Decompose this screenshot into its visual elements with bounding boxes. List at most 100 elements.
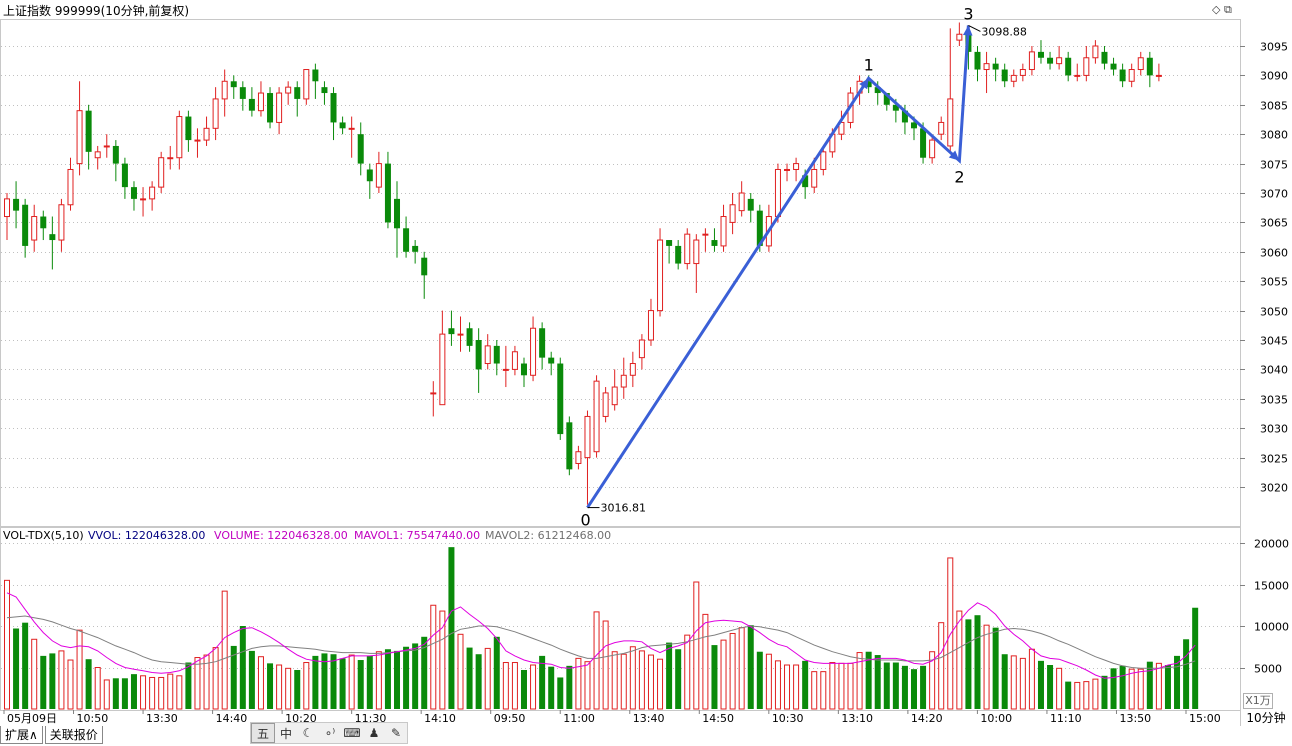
candle-body-up [4,198,10,218]
volume-bar-up [1083,681,1090,710]
tab-expand[interactable]: 扩展∧ [0,726,43,744]
zhong-icon[interactable]: 中 [279,726,292,741]
price-tick-label: 3025 [1260,453,1288,466]
candle-body-up [149,186,156,200]
time-tick-label: 14:10 [424,712,456,725]
price-tick-label: 3020 [1260,482,1288,495]
volume-bar-up [938,622,945,710]
volume-bar-down [992,627,999,709]
volume-grid [1,543,1245,669]
volume-bar-up [584,661,591,710]
volume-bar-down [1047,665,1054,709]
volume-bar-down [267,663,274,709]
moon-icon[interactable]: ☾ [302,726,314,740]
price-tick-label: 3085 [1260,100,1288,113]
volume-bar-up [511,662,518,710]
five-icon[interactable]: 五 [251,723,275,743]
price-panel-frame [0,19,1241,527]
time-tick-label: 09:50 [494,712,526,725]
time-tick-label: 14:50 [702,712,734,725]
volume-bar-down [230,645,237,709]
volume-bar-up [575,657,582,710]
price-tick-label: 3075 [1260,159,1288,172]
window-controls[interactable]: ◇ ⧉ [1212,3,1232,16]
volume-bar-up [502,662,509,710]
volume-bar-down [294,669,301,709]
volume-bar-down [448,547,455,709]
volume-bar-down [22,622,29,709]
candle-body-up [1128,69,1135,82]
candle-body-up [31,216,38,241]
wave-label-1: 1 [864,55,874,74]
candle-body-up [348,127,355,130]
candle-body-up [194,139,201,142]
candle-body-up [484,345,491,365]
volume-bar-up [738,627,745,710]
keyboard-icon[interactable]: ⌨ [343,726,361,740]
time-axis-labels: 05月09日 10:50 13:30 14:40 10:20 11:30 14:10 09:5… [3,710,1221,725]
low-price-label: 3016.81 [600,502,646,515]
volume-bar-down [1119,665,1126,709]
volume-bar-up [1137,668,1144,710]
candle-body-up [158,157,165,188]
wrench-icon[interactable]: ✎ [390,726,402,740]
volume-bar-up [765,653,772,710]
candle-body-down [1037,51,1044,58]
mavol1-value: MAVOL1: 75547440.00 [354,529,480,542]
candle-body-down [566,422,573,470]
candle-body-up [1092,45,1099,59]
candle-body-down [756,210,763,246]
time-tick-label: 10:00 [980,712,1012,725]
mavol2-value: MAVOL2: 61212468.00 [485,529,611,542]
candle-body-down [974,51,981,70]
volume-value: VOLUME: 122046328.00 [214,529,348,542]
candle-body-up [684,233,691,265]
volume-bar-up [58,650,65,710]
candle-body-up [657,239,664,312]
volume-bar-up [729,632,736,710]
candle-body-up [530,327,537,376]
volume-bar-up [31,638,38,710]
time-tick-label: 13:30 [146,712,178,725]
time-tick-label: 13:10 [841,712,873,725]
volume-bar-down [185,662,192,709]
volume-bar-up [176,675,183,710]
candle-body-down [747,198,754,211]
candle-body-down [539,328,546,358]
volume-bar-down [394,650,401,709]
candle-body-up [94,151,101,159]
candle-body-down [1146,57,1153,76]
volume-bar-up [67,659,74,710]
volume-tick-label: 10000 [1254,621,1289,634]
candle-body-down [22,204,29,246]
candle-body-down [520,363,527,376]
candle-body-down [403,228,410,252]
candle-body-down [920,128,927,158]
volume-bar-up [838,662,845,710]
volume-bar-up [847,662,854,710]
period-selector[interactable]: 10分钟 [1246,711,1286,725]
time-tick-label: 10:30 [772,712,804,725]
volume-bar-down [892,662,899,709]
volume-bar-up [94,667,101,710]
candle-body-up [784,168,791,171]
candle-body-down [40,216,47,229]
candle-body-up [1137,57,1144,71]
candle-body-up [303,69,310,100]
time-tick-label: 05月09日 [7,712,57,725]
candle-body-up [820,151,827,170]
candle-body-down [865,81,872,88]
price-tick-label: 3060 [1260,247,1288,260]
tab-related-quotes[interactable]: 关联报价 [44,726,103,744]
candle-body-up [620,374,627,388]
candle-body-down [412,245,419,252]
volume-bar-down [865,651,872,709]
dots-icon[interactable]: ∘⁾ [324,726,336,740]
bottom-tabs: 扩展∧ 关联报价 [0,726,105,744]
candle-body-up [811,168,818,188]
volume-bar-up [620,653,627,710]
volume-bar-down [384,649,391,709]
person-icon[interactable]: ♟ [368,726,380,740]
candle-body-down [548,357,555,364]
candle-body-up [611,386,618,406]
